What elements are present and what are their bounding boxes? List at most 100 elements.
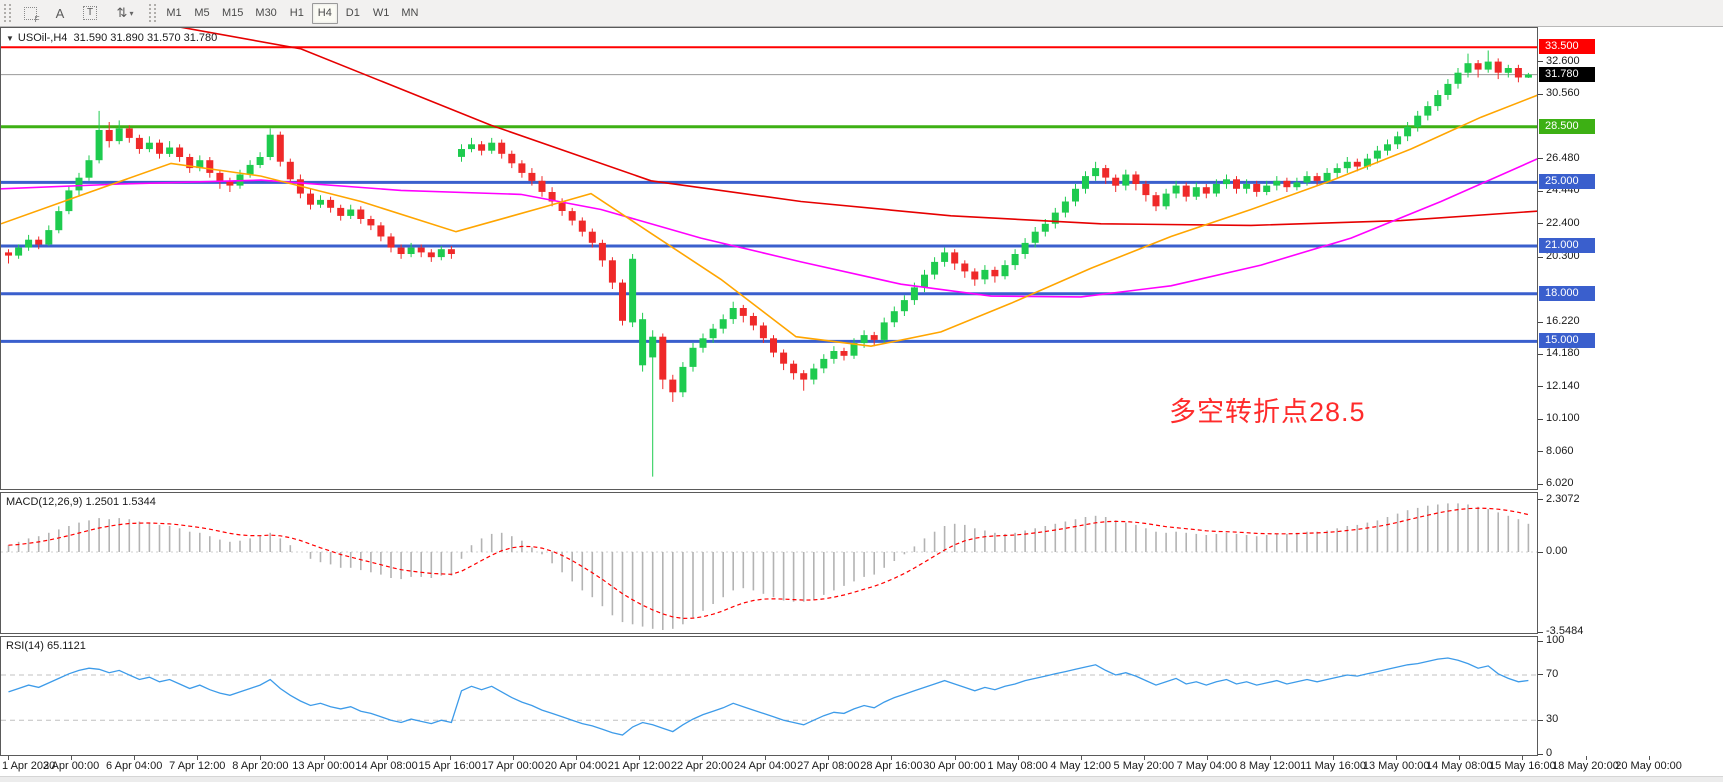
candle-body [1202,187,1210,194]
candle-body [488,142,496,151]
candle-body [1474,63,1482,70]
date-label: 20 May 00:00 [1615,760,1682,772]
toolbar-grip-2[interactable] [149,4,156,22]
axis-badge: 18.000 [1539,285,1595,301]
candle-body [1313,176,1321,181]
date-label: 13 May 00:00 [1362,760,1430,772]
date-label: 27 Apr 08:00 [797,760,860,772]
axis-label: 70 [1546,667,1559,680]
candle-body [1001,265,1009,277]
rsi-canvas[interactable] [1,637,1537,755]
candle-body [810,368,818,380]
toolbar: F A T ⇅ ▾ M1 M5 M15 M30 H1 H4 D1 W1 MN [0,0,1723,27]
candle-body [226,180,234,186]
date-tick [323,756,325,760]
rsi-panel[interactable]: RSI(14) 65.1121 [0,636,1538,756]
date-tick [134,756,136,760]
candle-body [749,316,757,326]
timeframe-toolbar: M1 M5 M15 M30 H1 H4 D1 W1 MN [160,2,424,24]
candle-body [1172,185,1180,194]
arrows-icon[interactable]: ⇅ ▾ [107,2,143,24]
date-tick [1522,756,1524,760]
timeframe-m30[interactable]: M30 [255,7,277,19]
candle-body [1494,61,1502,73]
text-label-icon[interactable]: A [47,2,73,24]
candle-body [1243,184,1251,189]
candle-body [588,231,596,243]
candle-body [266,134,274,157]
grid-f-icon[interactable]: F [17,2,43,24]
axis-tick [1538,256,1543,258]
candle-body [135,137,143,149]
candle-body [1152,195,1160,207]
date-tick [954,756,956,760]
date-label: 30 Apr 00:00 [923,760,986,772]
candle-body [568,211,576,221]
candle-body [830,351,838,359]
candle-body [417,247,425,253]
candle-body [196,160,204,169]
candle-body [941,252,949,262]
timeframe-mn[interactable]: MN [401,7,419,19]
date-tick [1459,756,1461,760]
ma-medium-line [1,158,1537,298]
date-tick [1333,756,1335,760]
timeframe-h1[interactable]: H1 [289,7,304,19]
timeframe-h4[interactable]: H4 [311,2,338,24]
candle-body [669,379,677,393]
candle-body [1212,184,1220,194]
timeframe-d1[interactable]: D1 [345,7,360,19]
candle-body [307,193,314,205]
date-label: 22 Apr 20:00 [670,760,734,772]
candle-body [1283,180,1291,188]
text-tool-icon[interactable]: T [77,2,103,24]
axis-tick [1538,321,1543,323]
date-label: 11 May 16:00 [1300,760,1367,772]
candle-body [468,144,475,150]
candle-body [427,252,435,258]
timeframe-w1[interactable]: W1 [372,7,390,19]
axis-tick [1538,93,1543,95]
macd-label: MACD(12,26,9) 1.2501 1.5344 [6,496,156,508]
axis-label: 22.400 [1546,216,1580,229]
macd-panel[interactable]: MACD(12,26,9) 1.2501 1.5344 [0,492,1538,634]
candle-body [327,199,335,208]
axis-badge: 33.500 [1539,39,1595,55]
candle-body [1112,177,1120,186]
date-axis[interactable]: 1 Apr 2020 3 Apr 00:00 6 Apr 04:00 7 Apr 12… [0,756,1723,776]
toolbar-grip[interactable] [4,4,11,22]
axis-tick [1538,451,1543,453]
timeframe-m1[interactable]: M1 [166,7,182,19]
candle-body [1061,201,1069,213]
candle-body [961,263,969,272]
axis-tick [1538,640,1543,642]
candle-body [1041,223,1049,232]
axis-label: 30 [1546,713,1559,726]
candle-body [5,252,12,256]
candle-body [629,258,637,323]
candle-body [55,211,63,231]
axis-tick [1538,719,1543,721]
date-label: 7 Apr 12:00 [169,760,226,772]
dropdown-caret-icon: ▾ [129,8,134,18]
candle-body [256,157,264,165]
candle-body [1223,179,1230,185]
candle-body [458,149,465,157]
timeframe-m15[interactable]: M15 [222,7,244,19]
date-label: 8 Apr 20:00 [232,760,289,772]
candle-body [65,190,73,212]
main-chart-canvas[interactable] [1,28,1537,489]
candle-body [1233,179,1240,189]
price-axis[interactable]: 32.600 30.560 26.480 24.440 22.400 20.300 16.2… [1538,27,1723,776]
timeframe-m5[interactable]: M5 [194,7,210,19]
main-chart-panel[interactable]: ▼ USOil-,H4 31.590 31.890 31.570 31.780 多… [0,27,1538,490]
candle-body [759,325,767,339]
chevron-down-icon: ▼ [6,34,14,43]
candle-body [1414,115,1422,127]
axis-label: 16.220 [1546,315,1580,328]
candle-body [186,157,194,169]
macd-canvas[interactable] [1,493,1537,633]
rsi-line [8,657,1529,736]
candle-body [1524,74,1532,78]
